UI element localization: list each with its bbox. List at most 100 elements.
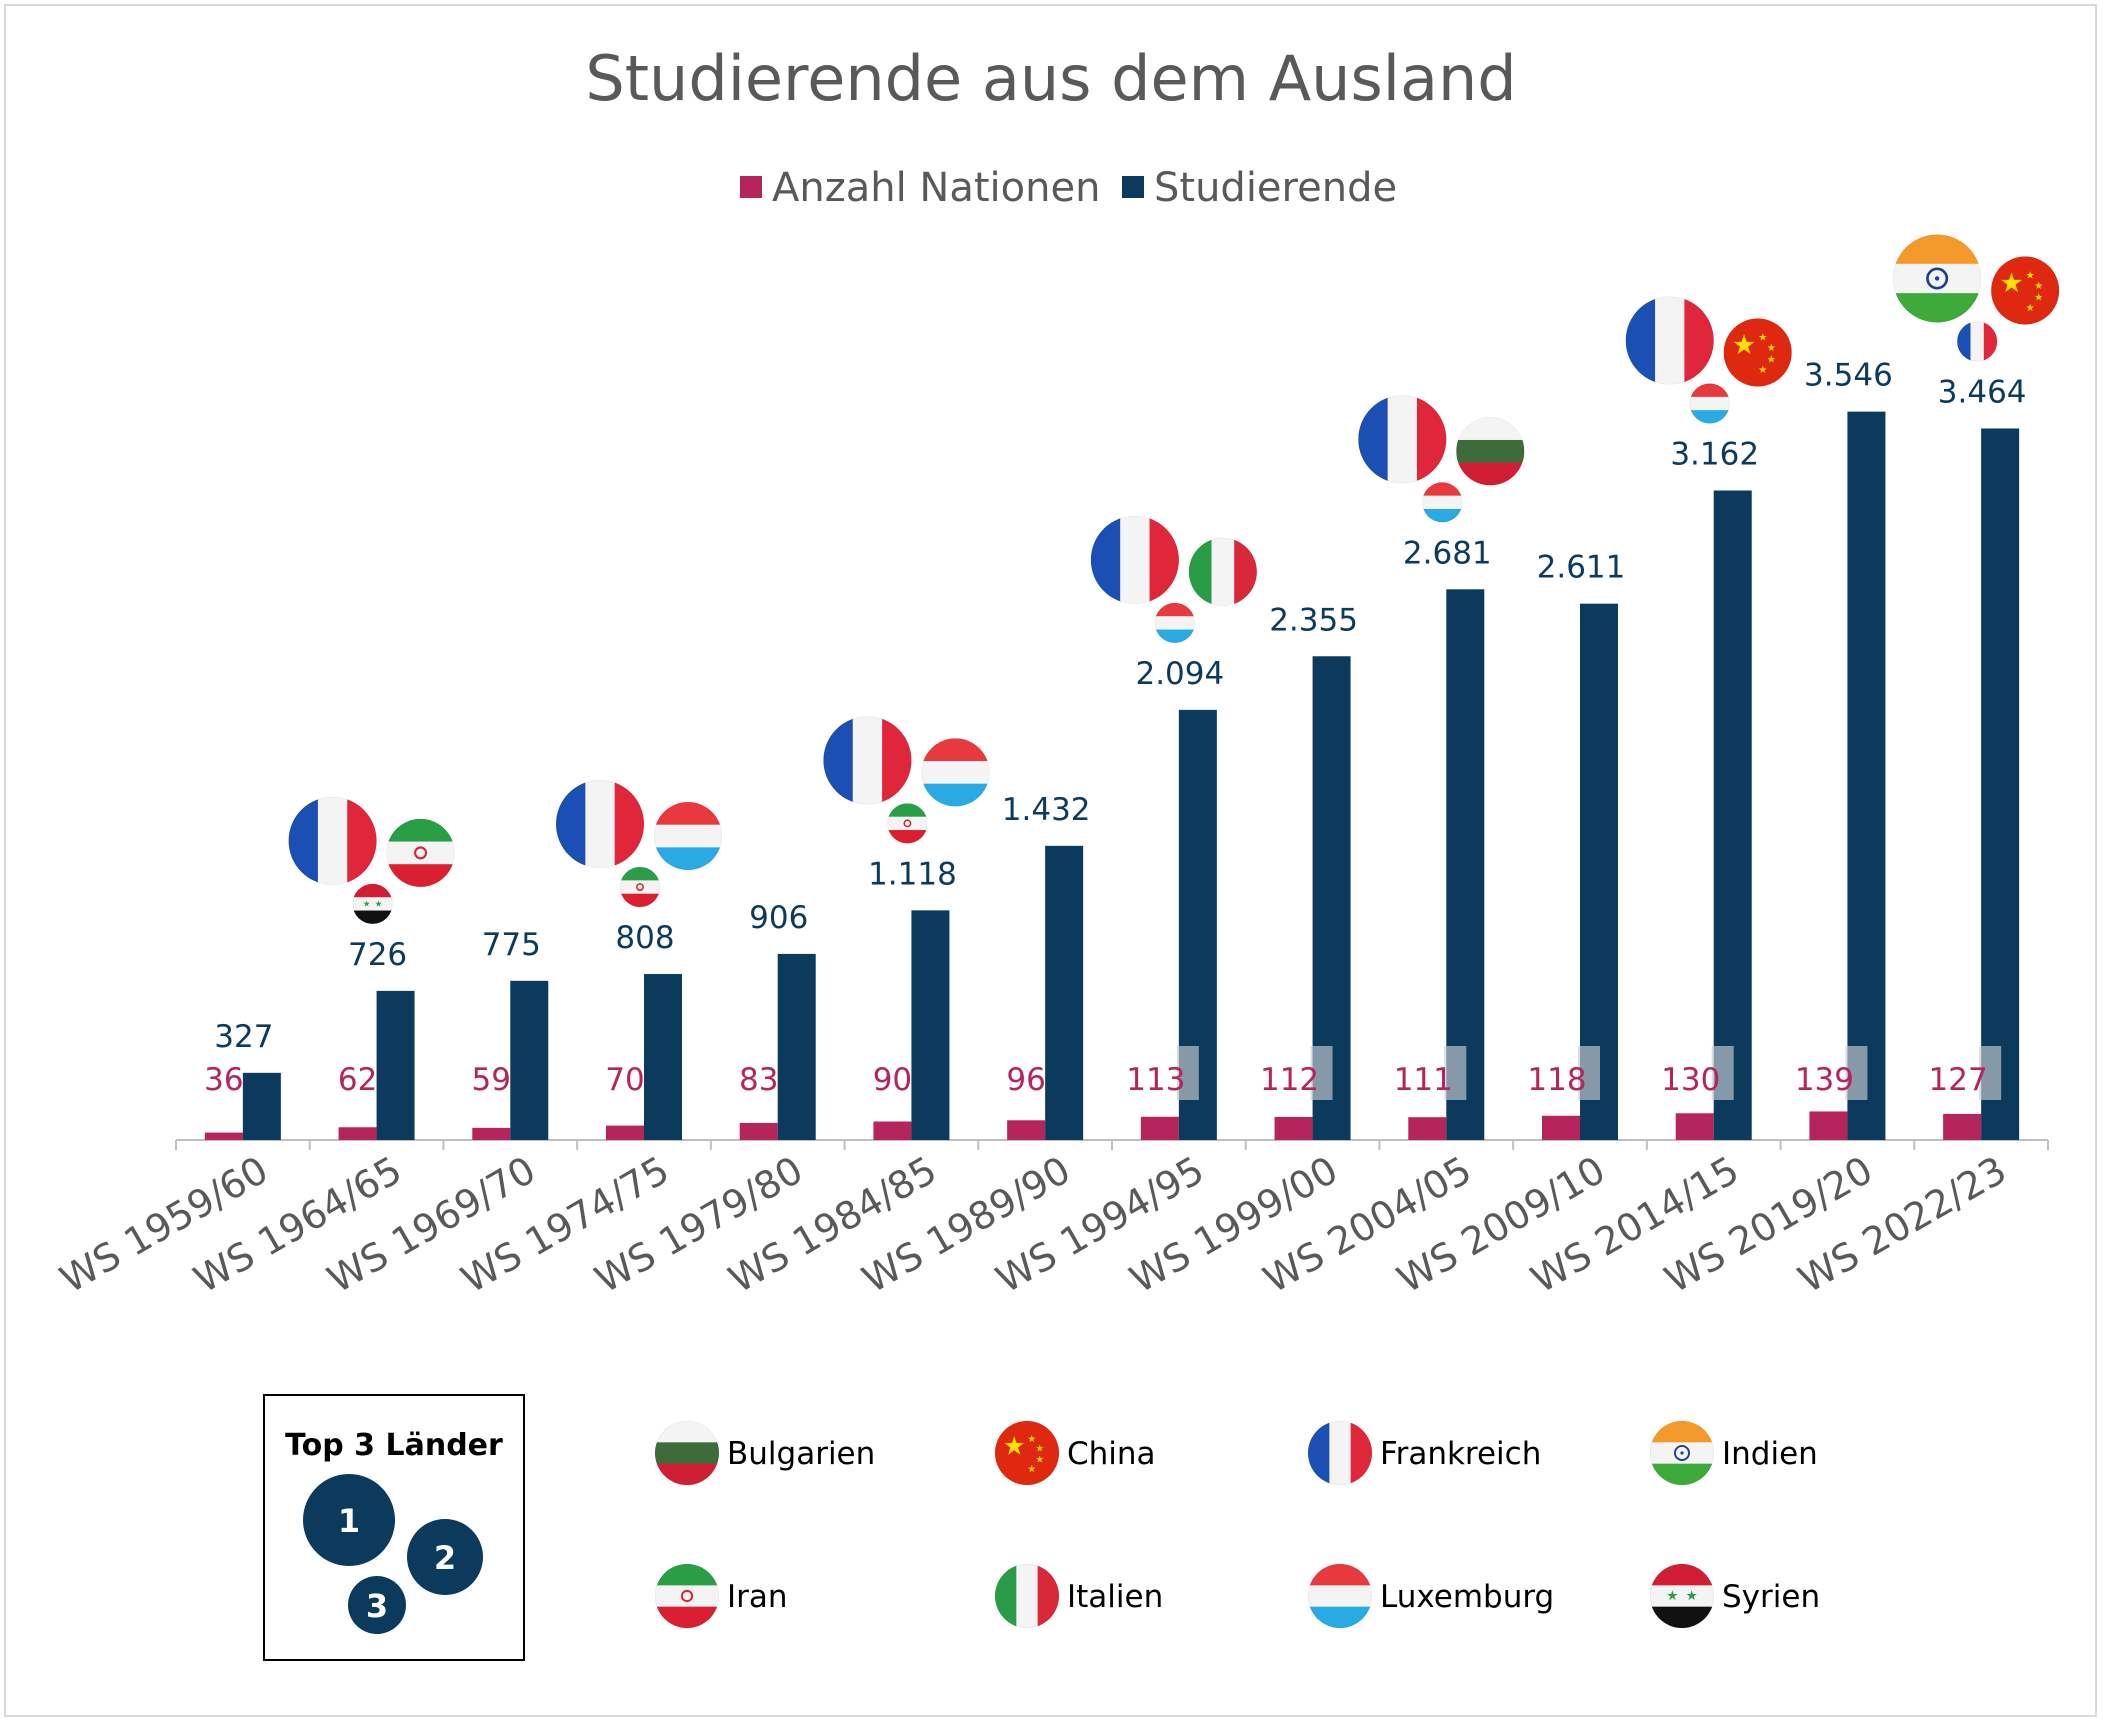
svg-text:★: ★: [1758, 365, 1767, 376]
flag-legend-label: Bulgarien: [727, 1436, 875, 1472]
label-background: [1310, 1046, 1333, 1100]
china-flag-icon: ★ ★★★★: [995, 1421, 1059, 1485]
luxembourg-flag-icon: [654, 802, 722, 871]
iran-flag-icon: [386, 818, 455, 887]
italy-flag-icon: [1188, 537, 1257, 606]
data-label-anzahl-nationen: 127: [1929, 1062, 1988, 1098]
rank-1-circle: [303, 1474, 395, 1566]
flag-legend-item: Iran: [655, 1564, 788, 1628]
flag-legend-item: Indien: [1650, 1421, 1818, 1485]
bar-studierende: [376, 990, 415, 1140]
flag-legend-item: ★ ★★★★ China: [995, 1421, 1156, 1485]
flag-legend-label: Frankreich: [1380, 1436, 1541, 1472]
luxembourg-flag-icon: [921, 738, 990, 807]
france-flag-icon: [556, 780, 644, 869]
svg-text:★: ★: [1732, 330, 1756, 361]
data-label-anzahl-nationen: 111: [1394, 1062, 1453, 1098]
rank-2-label: 2: [434, 1539, 456, 1577]
svg-text:★: ★: [1767, 355, 1776, 366]
data-label-anzahl-nationen: 70: [605, 1062, 644, 1098]
data-label-studierende: 2.094: [1135, 656, 1224, 692]
svg-text:★: ★: [1758, 333, 1767, 344]
bar-studierende: [510, 980, 549, 1140]
svg-text:★: ★: [1027, 1464, 1036, 1475]
bar-anzahl-nationen: [739, 1122, 778, 1140]
france-flag-icon: [1625, 296, 1714, 385]
china-flag-icon: ★ ★★★★: [1723, 318, 1792, 387]
bar-anzahl-nationen: [1408, 1117, 1447, 1140]
data-label-anzahl-nationen: 62: [338, 1062, 377, 1098]
france-flag-icon: [1090, 515, 1179, 604]
data-label-anzahl-nationen: 130: [1661, 1062, 1720, 1098]
chart-title: Studierende aus dem Ausland: [585, 42, 1516, 115]
data-label-anzahl-nationen: 113: [1126, 1062, 1185, 1098]
data-label-anzahl-nationen: 90: [873, 1062, 912, 1098]
flag-legend-item: Frankreich: [1308, 1421, 1541, 1485]
bar-anzahl-nationen: [1809, 1111, 1848, 1140]
bar-studierende: [242, 1072, 281, 1140]
bar-anzahl-nationen: [1007, 1120, 1046, 1140]
data-label-anzahl-nationen: 36: [204, 1062, 243, 1098]
bar-studierende: [1847, 411, 1886, 1140]
bar-anzahl-nationen: [1943, 1113, 1982, 1140]
india-flag-icon: [1893, 234, 1982, 323]
bar-studierende: [1045, 845, 1084, 1140]
svg-text:★: ★: [1666, 1589, 1678, 1604]
flag-legend-label: Iran: [727, 1579, 788, 1615]
svg-text:★: ★: [2026, 303, 2035, 314]
svg-text:★: ★: [2026, 271, 2035, 282]
luxembourg-flag-icon: [1422, 482, 1463, 523]
svg-text:★: ★: [2034, 281, 2043, 292]
svg-text:★: ★: [2034, 293, 2043, 304]
data-label-studierende: 327: [214, 1019, 273, 1055]
flag-legend-label: Syrien: [1722, 1579, 1820, 1615]
luxembourg-flag-icon: [1689, 383, 1730, 424]
bar-anzahl-nationen: [606, 1125, 644, 1140]
data-label-studierende: 808: [615, 920, 674, 956]
flag-legend-item: Italien: [995, 1564, 1163, 1628]
bar-anzahl-nationen: [472, 1127, 511, 1140]
data-label-studierende: 2.681: [1403, 535, 1492, 571]
bar-studierende: [777, 953, 816, 1140]
china-flag-icon: ★ ★★★★: [1991, 256, 2060, 325]
label-background: [1979, 1046, 2002, 1100]
svg-text:★: ★: [1027, 1434, 1036, 1445]
bar-anzahl-nationen: [1542, 1115, 1580, 1140]
flag-legend-item: Luxemburg: [1308, 1564, 1554, 1628]
legend-label-anzahl-nationen: Anzahl Nationen: [772, 165, 1100, 211]
bar-anzahl-nationen: [1140, 1116, 1179, 1140]
france-flag-icon: [1358, 395, 1447, 484]
data-label-studierende: 3.162: [1670, 437, 1759, 473]
label-background: [1176, 1046, 1199, 1100]
flag-legend-item: ★ ★ Syrien: [1650, 1564, 1820, 1628]
rank-1-label: 1: [338, 1502, 360, 1540]
bar-studierende: [911, 910, 950, 1140]
data-label-studierende: 3.546: [1804, 358, 1893, 394]
data-label-studierende: 726: [348, 937, 407, 973]
bar-anzahl-nationen: [873, 1121, 912, 1140]
label-background: [1578, 1046, 1600, 1100]
data-label-studierende: 2.355: [1269, 602, 1358, 638]
rank-2-circle: [407, 1519, 483, 1595]
svg-text:★: ★: [1035, 1443, 1044, 1454]
data-label-studierende: 3.464: [1938, 374, 2027, 410]
data-label-anzahl-nationen: 118: [1527, 1062, 1586, 1098]
bar-anzahl-nationen: [338, 1127, 377, 1140]
bar-anzahl-nationen: [1274, 1116, 1313, 1140]
rank-3-label: 3: [366, 1587, 388, 1625]
data-label-studierende: 1.432: [1002, 792, 1091, 828]
india-flag-icon: [1650, 1421, 1714, 1485]
data-label-anzahl-nationen: 59: [472, 1062, 511, 1098]
france-flag-icon: [823, 716, 912, 805]
legend-swatch-anzahl-nationen: [740, 176, 762, 198]
syria-flag-icon: ★ ★: [352, 883, 393, 924]
data-label-studierende: 2.611: [1537, 550, 1626, 586]
top3-key-title: Top 3 Länder: [285, 1428, 503, 1463]
iran-flag-icon: [887, 803, 928, 844]
italy-flag-icon: [995, 1564, 1059, 1628]
legend-label-studierende: Studierende: [1154, 165, 1397, 211]
svg-text:★: ★: [363, 898, 371, 908]
france-flag-icon: [288, 796, 377, 885]
